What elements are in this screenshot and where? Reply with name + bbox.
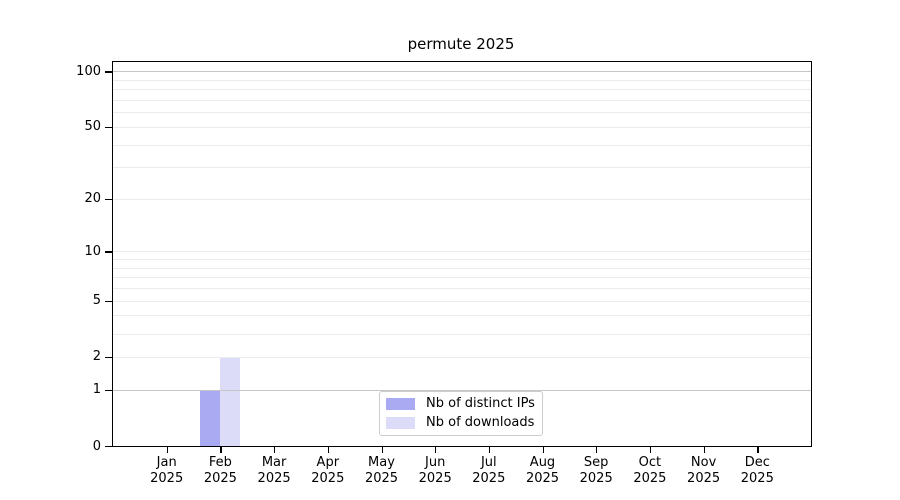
legend: Nb of distinct IPs Nb of downloads [379, 391, 543, 436]
x-tick-jul [488, 447, 491, 453]
x-tick-jan [166, 447, 168, 453]
y-tick-label-0: 0 [92, 438, 101, 454]
gridline-minor-y30 [113, 167, 811, 169]
gridline-minor-y6 [113, 288, 811, 290]
x-tick-label-oct: Oct 2025 [633, 455, 667, 486]
y-tick-label-100: 100 [76, 63, 101, 79]
x-tick-nov [703, 447, 705, 453]
x-tick-dec [757, 447, 759, 453]
y-tick-2 [105, 356, 112, 359]
bar-downloads-feb [220, 356, 241, 446]
gridline-minor-y90 [113, 79, 811, 81]
x-tick-label-sep: Sep 2025 [579, 455, 613, 486]
gridline-minor-y50 [113, 126, 811, 128]
x-tick-apr [327, 447, 330, 453]
x-tick-sep [596, 447, 598, 453]
x-tick-label-mar: Mar 2025 [257, 455, 291, 486]
y-tick-10 [105, 251, 112, 253]
x-tick-feb [220, 447, 222, 453]
gridline-minor-y8 [113, 267, 811, 269]
gridline-minor-y80 [113, 89, 811, 91]
gridline-major-y1 [113, 389, 811, 391]
y-tick-label-2: 2 [92, 349, 101, 365]
gridline-minor-y70 [113, 100, 811, 101]
legend-swatch-distinct-ips [386, 398, 415, 410]
x-tick-label-dec: Dec 2025 [740, 455, 774, 486]
x-tick-label-jan: Jan 2025 [150, 455, 184, 486]
gridline-minor-y5 [113, 300, 811, 302]
x-tick-jun [435, 447, 437, 453]
x-tick-label-may: May 2025 [364, 455, 399, 486]
legend-label-downloads: Nb of downloads [426, 415, 535, 430]
x-tick-mar [274, 447, 276, 453]
x-tick-oct [649, 447, 652, 453]
gridline-minor-y10 [113, 251, 811, 253]
gridline-minor-y20 [113, 198, 811, 200]
y-tick-20 [105, 198, 112, 201]
x-tick-may [381, 447, 383, 453]
x-tick-label-feb: Feb 2025 [203, 455, 237, 486]
y-tick-label-20: 20 [84, 191, 101, 207]
bar-distinct-ips-feb [200, 389, 221, 446]
y-tick-label-10: 10 [84, 243, 101, 259]
y-tick-5 [105, 300, 112, 302]
x-tick-aug [542, 447, 544, 453]
plot-area: Nb of distinct IPs Nb of downloads 0 1 2 5 1… [76, 61, 812, 486]
gridline-minor-y7 [113, 277, 811, 279]
y-tick-50 [105, 126, 112, 129]
gridline-minor-y40 [113, 144, 811, 146]
legend-label-distinct-ips: Nb of distinct IPs [426, 396, 535, 411]
legend-entry-distinct-ips: Nb of distinct IPs [386, 395, 542, 414]
y-tick-label-50: 50 [84, 119, 101, 135]
gridline-minor-y3 [113, 333, 811, 335]
gridline-major-y100 [113, 71, 811, 73]
y-tick-label-5: 5 [92, 293, 101, 309]
y-tick-100 [105, 71, 112, 73]
legend-swatch-downloads [386, 417, 415, 429]
legend-entry-downloads: Nb of downloads [386, 414, 542, 433]
x-tick-label-aug: Aug 2025 [525, 455, 560, 486]
y-tick-1 [105, 389, 112, 391]
x-tick-label-nov: Nov 2025 [687, 455, 721, 486]
x-tick-label-apr: Apr 2025 [311, 455, 345, 486]
gridline-minor-y2 [113, 356, 811, 358]
x-tick-label-jul: Jul 2025 [472, 455, 506, 486]
chart-title: permute 2025 [407, 35, 515, 53]
gridline-minor-y60 [113, 112, 811, 114]
x-tick-label-jun: Jun 2025 [418, 455, 452, 486]
y-tick-label-1: 1 [92, 382, 101, 398]
gridline-minor-y9 [113, 259, 811, 261]
y-tick-0 [105, 446, 112, 448]
gridline-minor-y4 [113, 315, 811, 317]
